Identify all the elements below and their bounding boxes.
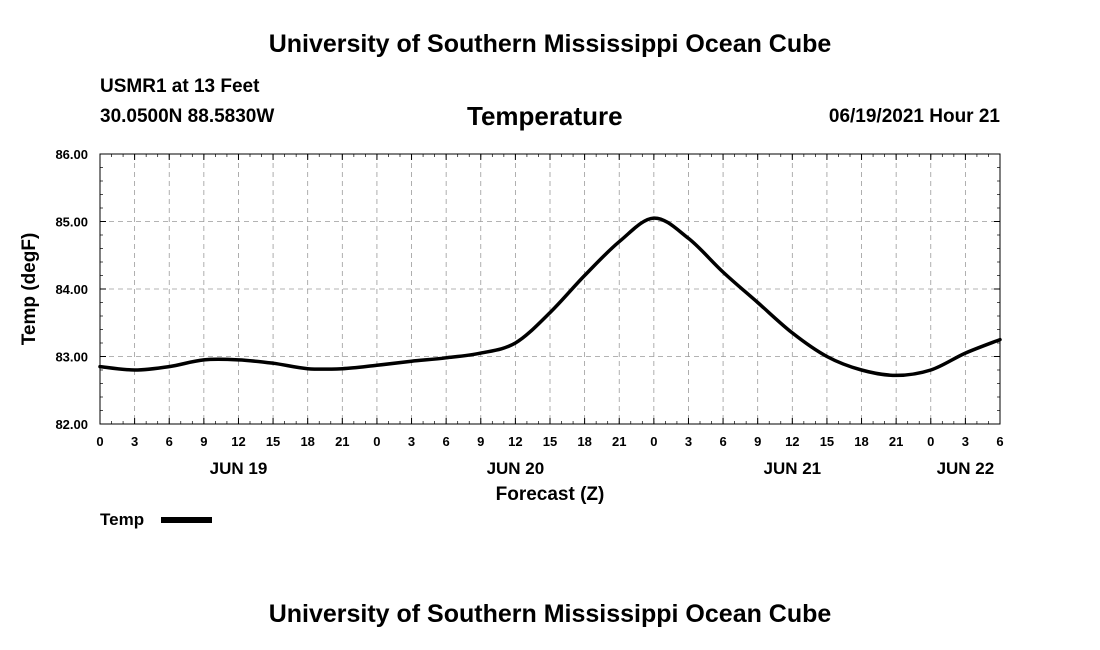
x-tick-label: 3 — [962, 434, 969, 449]
day-label: JUN 19 — [210, 459, 268, 478]
y-tick-label: 82.00 — [55, 417, 88, 432]
x-tick-label: 3 — [685, 434, 692, 449]
coordinates-label: 30.0500N 88.5830W — [100, 106, 275, 127]
x-tick-label: 9 — [200, 434, 207, 449]
footer-title: University of Southern Mississippi Ocean… — [268, 600, 832, 628]
chart-title: Temperature — [467, 101, 623, 131]
x-tick-label: 6 — [166, 434, 173, 449]
day-label: JUN 22 — [937, 459, 995, 478]
y-tick-labels: 82.00 83.00 84.00 85.00 86.00 — [55, 147, 88, 432]
x-tick-label: 15 — [820, 434, 834, 449]
x-tick-label: 21 — [889, 434, 903, 449]
y-tick-label: 86.00 — [55, 147, 88, 162]
day-labels: JUN 19 JUN 20 JUN 21 JUN 22 — [210, 459, 995, 478]
x-tick-label: 21 — [612, 434, 626, 449]
y-tick-label: 83.00 — [55, 350, 88, 365]
x-tick-label: 0 — [927, 434, 934, 449]
x-tick-label: 12 — [508, 434, 522, 449]
x-tick-label: 0 — [96, 434, 103, 449]
x-tick-label: 3 — [408, 434, 415, 449]
grid-lines — [100, 154, 1000, 424]
series-line-temp — [98, 216, 1002, 378]
x-tick-labels: 0 3 6 9 12 15 18 21 0 3 6 9 12 15 18 21 0 3 6 9 12 15 18 21 0 3 6 — [96, 434, 1003, 449]
y-tick-label: 85.00 — [55, 215, 88, 230]
x-tick-label: 6 — [443, 434, 450, 449]
x-tick-label: 9 — [477, 434, 484, 449]
x-tick-label: 3 — [131, 434, 138, 449]
datetime-label: 06/19/2021 Hour 21 — [828, 106, 1000, 127]
x-tick-label: 15 — [266, 434, 280, 449]
x-tick-label: 0 — [373, 434, 380, 449]
axis-ticks — [99, 153, 1001, 425]
page-title: University of Southern Mississippi Ocean… — [268, 30, 832, 58]
legend-label: Temp — [100, 510, 144, 529]
x-tick-label: 0 — [650, 434, 657, 449]
y-tick-label: 84.00 — [55, 282, 88, 297]
x-tick-label: 21 — [335, 434, 349, 449]
x-tick-label: 18 — [577, 434, 591, 449]
day-label: JUN 21 — [763, 459, 821, 478]
y-axis-title: Temp (degF) — [19, 233, 40, 346]
x-tick-label: 15 — [543, 434, 557, 449]
x-tick-label: 18 — [300, 434, 314, 449]
x-tick-label: 9 — [754, 434, 761, 449]
x-tick-label: 6 — [996, 434, 1003, 449]
station-label: USMR1 at 13 Feet — [100, 76, 260, 97]
x-tick-label: 12 — [785, 434, 799, 449]
x-tick-label: 6 — [719, 434, 726, 449]
x-tick-label: 18 — [854, 434, 868, 449]
x-tick-label: 12 — [231, 434, 245, 449]
x-axis-title: Forecast (Z) — [496, 484, 605, 505]
day-label: JUN 20 — [487, 459, 545, 478]
